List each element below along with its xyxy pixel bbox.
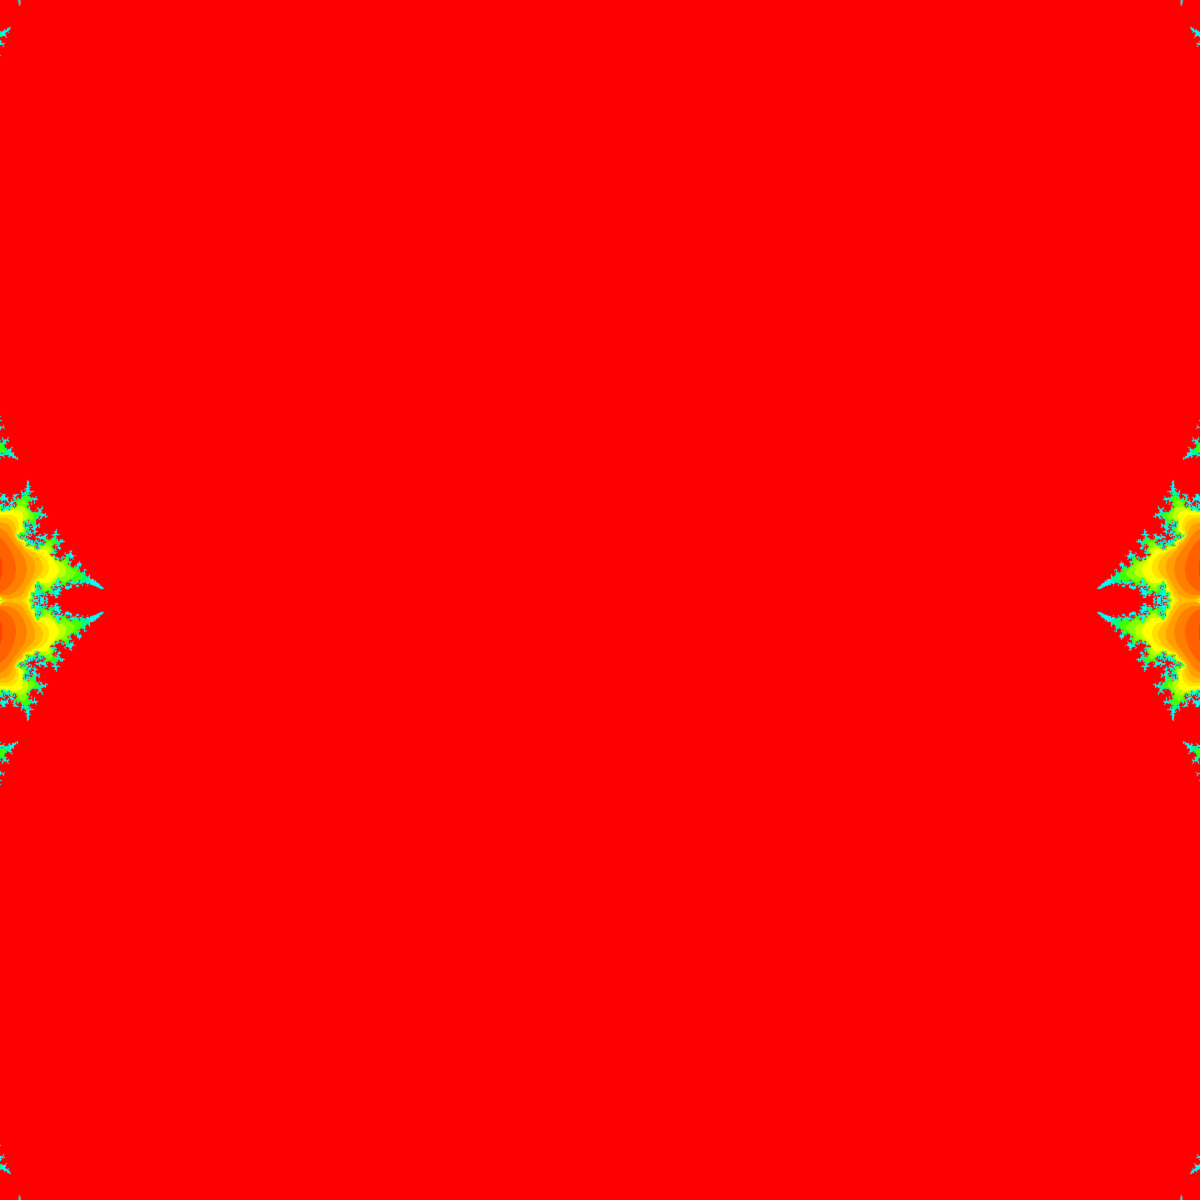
fractal-image bbox=[0, 0, 1200, 1200]
